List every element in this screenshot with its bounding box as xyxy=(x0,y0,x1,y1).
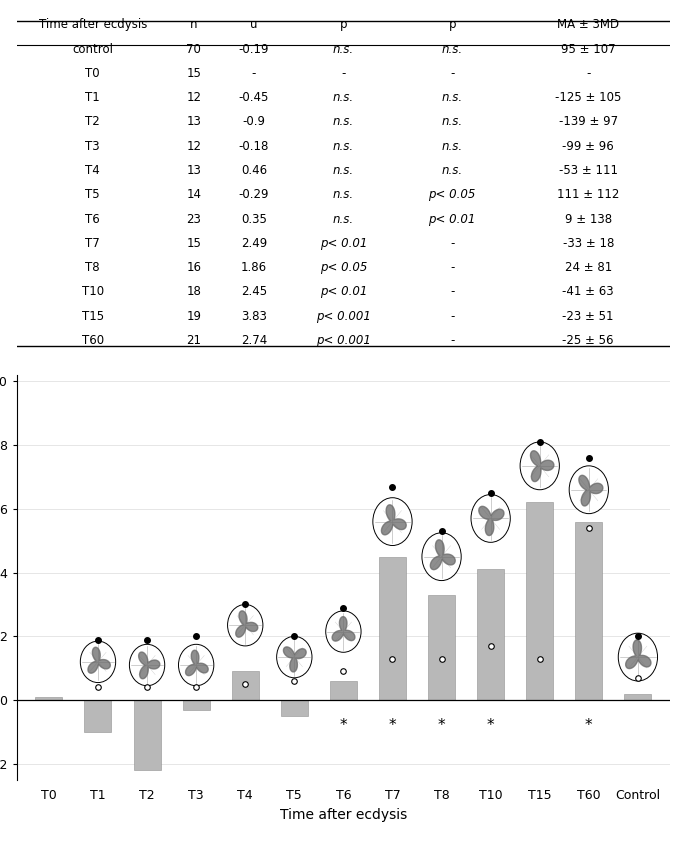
Bar xyxy=(133,700,160,771)
Ellipse shape xyxy=(178,644,214,685)
Ellipse shape xyxy=(618,633,658,681)
Bar xyxy=(281,700,308,716)
Bar xyxy=(624,694,651,700)
Polygon shape xyxy=(236,611,258,637)
Ellipse shape xyxy=(569,466,609,513)
X-axis label: Time after ecdysis: Time after ecdysis xyxy=(279,808,407,822)
Text: *: * xyxy=(438,717,445,733)
Polygon shape xyxy=(186,650,208,675)
Bar xyxy=(330,681,357,700)
Bar xyxy=(232,671,258,700)
Ellipse shape xyxy=(228,604,263,646)
Bar xyxy=(575,522,602,700)
Polygon shape xyxy=(530,451,554,481)
Polygon shape xyxy=(139,652,160,679)
Polygon shape xyxy=(332,616,355,641)
Ellipse shape xyxy=(471,495,510,542)
Polygon shape xyxy=(479,507,504,535)
Bar xyxy=(84,700,112,732)
Ellipse shape xyxy=(80,642,116,683)
Bar xyxy=(379,556,406,700)
Ellipse shape xyxy=(277,636,312,678)
Bar xyxy=(526,502,554,700)
Polygon shape xyxy=(579,475,603,506)
Text: *: * xyxy=(339,717,347,733)
Ellipse shape xyxy=(422,533,461,581)
Bar xyxy=(183,700,209,710)
Polygon shape xyxy=(381,505,406,534)
Bar xyxy=(428,595,455,700)
Polygon shape xyxy=(626,640,651,668)
Polygon shape xyxy=(284,647,306,672)
Text: *: * xyxy=(487,717,494,733)
Text: *: * xyxy=(585,717,593,733)
Text: *: * xyxy=(389,717,396,733)
Ellipse shape xyxy=(373,497,412,545)
Ellipse shape xyxy=(129,644,165,685)
Bar xyxy=(35,697,63,700)
Polygon shape xyxy=(430,540,455,570)
Polygon shape xyxy=(88,647,110,674)
Bar xyxy=(477,569,504,700)
Ellipse shape xyxy=(520,442,560,490)
Ellipse shape xyxy=(326,611,361,652)
